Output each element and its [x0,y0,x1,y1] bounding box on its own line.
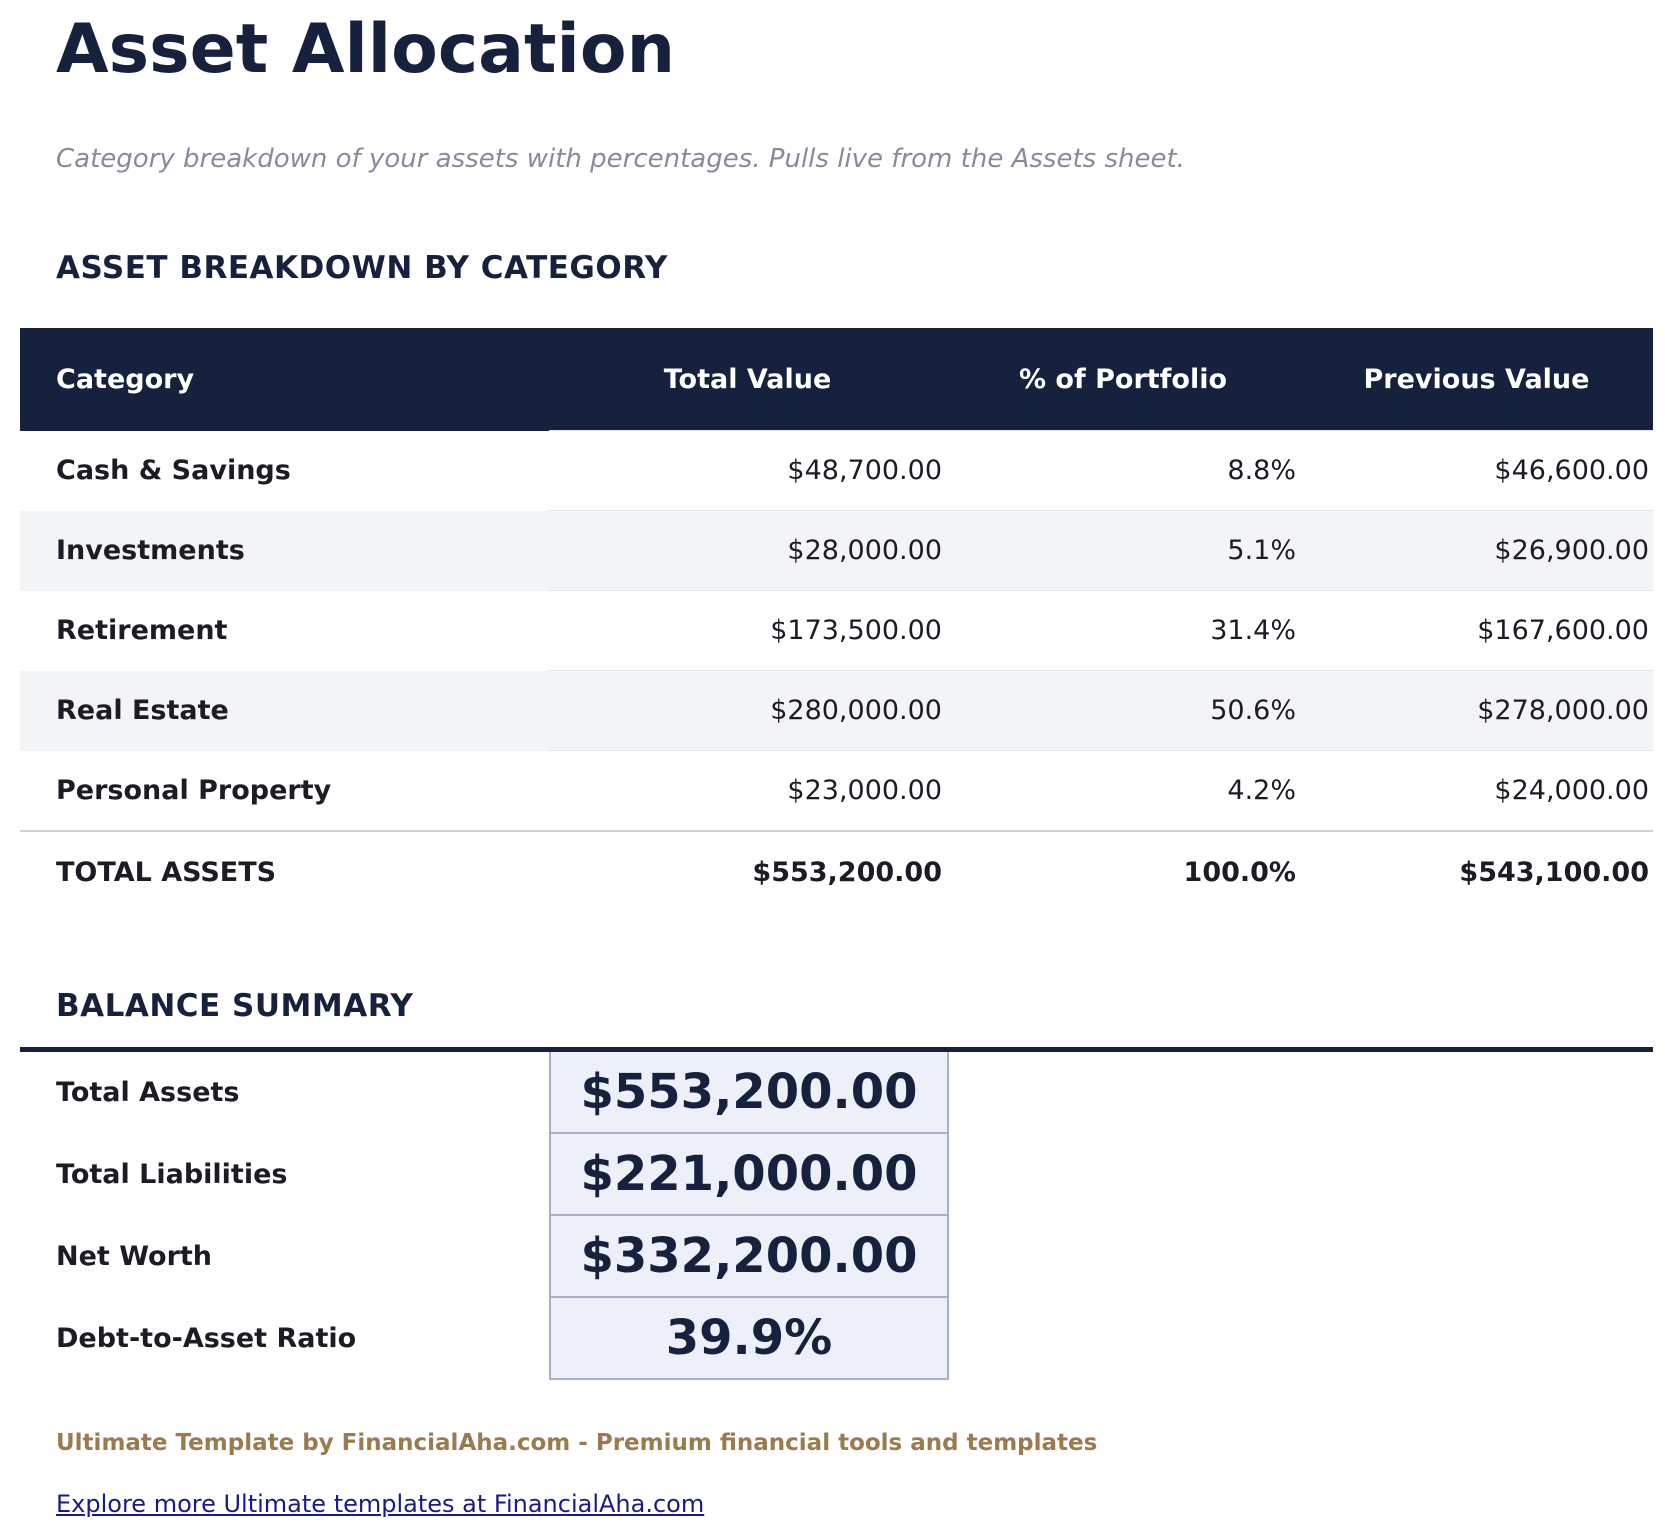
summary-row-debt-to-asset: Debt-to-Asset Ratio 39.9% [20,1296,1653,1380]
column-header-percent: % of Portfolio [946,328,1300,431]
column-header-category: Category [20,328,549,431]
table-row: Investments $28,000.00 5.1% $26,900.00 [20,510,1653,591]
category-cell: Retirement [56,615,228,646]
percent-cell: 5.1% [946,510,1300,591]
column-header-total-value: Total Value [549,328,946,431]
previous-value-cell: $46,600.00 [1300,430,1653,511]
summary-row-total-assets: Total Assets $553,200.00 [20,1048,1653,1134]
total-value: $553,200.00 [549,830,946,912]
total-value-cell: $23,000.00 [549,750,946,831]
total-label: TOTAL ASSETS [20,830,549,912]
category-cell: Cash & Savings [56,455,291,486]
summary-label: Debt-to-Asset Ratio [56,1322,357,1354]
category-cell: Investments [20,510,549,591]
table-row: Retirement $173,500.00 31.4% $167,600.00 [20,590,1653,671]
balance-summary-table: Total Assets $553,200.00 Total Liabiliti… [20,1047,1653,1380]
summary-label: Total Assets [56,1077,240,1108]
summary-row-total-liabilities: Total Liabilities $221,000.00 [20,1132,1653,1216]
summary-value: $332,200.00 [549,1214,949,1298]
total-value-cell: $280,000.00 [549,670,946,751]
percent-cell: 4.2% [946,750,1300,831]
table-row: Cash & Savings $48,700.00 8.8% $46,600.0… [20,430,1653,511]
summary-label: Net Worth [56,1240,213,1272]
total-row: TOTAL ASSETS $553,200.00 100.0% $543,100… [20,830,1653,912]
footer-explore-link[interactable]: Explore more Ultimate templates at Finan… [56,1490,705,1518]
total-value-cell: $173,500.00 [549,590,946,671]
page-title: Asset Allocation [56,10,675,89]
summary-label: Total Liabilities [56,1158,288,1190]
footer-brand-text: Ultimate Template by FinancialAha.com - … [56,1430,1098,1456]
total-value-cell: $28,000.00 [549,510,946,591]
asset-breakdown-table: Category Total Value % of Portfolio Prev… [20,328,1653,912]
summary-value: $553,200.00 [549,1048,949,1134]
previous-value-cell: $26,900.00 [1300,510,1653,591]
previous-value-cell: $24,000.00 [1300,750,1653,831]
total-previous-value: $543,100.00 [1300,830,1653,912]
table-header-row: Category Total Value % of Portfolio Prev… [20,328,1653,431]
page-subtitle: Category breakdown of your assets with p… [56,144,1185,174]
total-percent: 100.0% [946,830,1300,912]
previous-value-cell: $278,000.00 [1300,670,1653,751]
column-header-previous-value: Previous Value [1300,328,1653,431]
percent-cell: 31.4% [946,590,1300,671]
summary-value: $221,000.00 [549,1132,949,1216]
category-cell: Personal Property [56,774,332,806]
summary-row-net-worth: Net Worth $332,200.00 [20,1214,1653,1298]
category-cell: Real Estate [20,670,549,751]
previous-value-cell: $167,600.00 [1300,590,1653,671]
breakdown-heading: ASSET BREAKDOWN BY CATEGORY [56,250,668,286]
percent-cell: 50.6% [946,670,1300,751]
total-value-cell: $48,700.00 [549,430,946,511]
summary-value: 39.9% [549,1296,949,1380]
table-row: Real Estate $280,000.00 50.6% $278,000.0… [20,670,1653,751]
balance-summary-heading: BALANCE SUMMARY [56,988,414,1024]
table-row: Personal Property $23,000.00 4.2% $24,00… [20,750,1653,831]
percent-cell: 8.8% [946,430,1300,511]
